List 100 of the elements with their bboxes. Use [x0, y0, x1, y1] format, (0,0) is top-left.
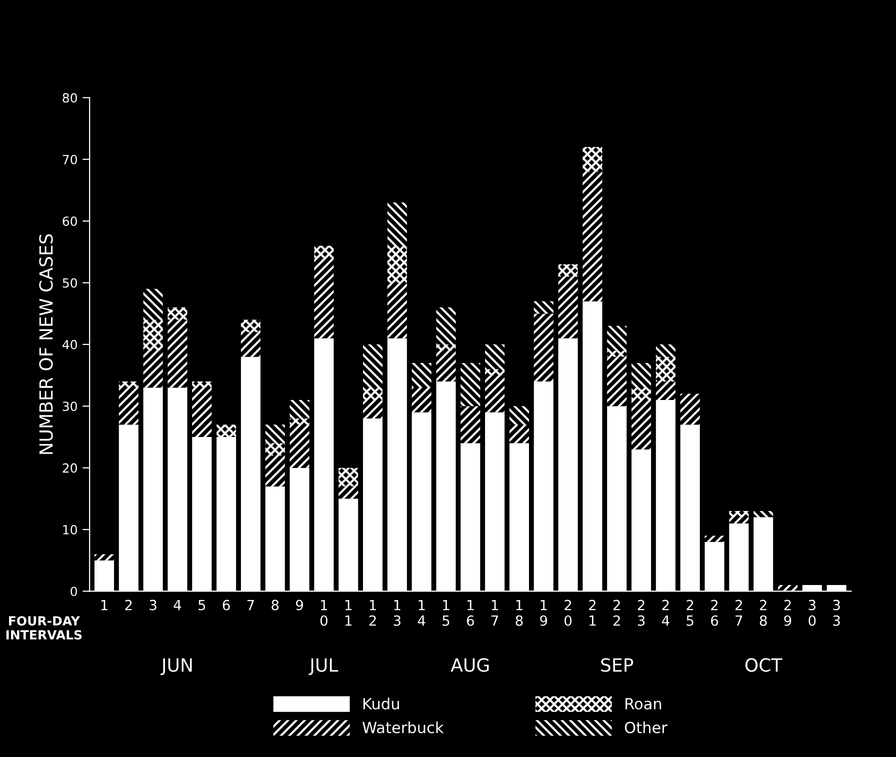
x-tick-label: 21: [589, 600, 596, 626]
bar: [240, 320, 260, 332]
bar: [387, 202, 407, 246]
bar: [118, 381, 138, 388]
bar: [387, 282, 407, 338]
bar: [118, 388, 138, 425]
x-tick-label: 17: [492, 600, 498, 626]
x-tick-label: 8: [272, 600, 279, 610]
bar: [168, 307, 188, 320]
x-tick-label: 7: [247, 600, 254, 610]
bar: [192, 388, 212, 437]
text: AUG: [450, 658, 489, 672]
bar: [240, 332, 260, 357]
legend-label: Other: [624, 721, 668, 734]
bar: [265, 424, 285, 444]
bar: [412, 362, 432, 388]
bar: [729, 517, 749, 524]
y-tick-label: 80: [62, 93, 77, 103]
bar: [509, 406, 529, 425]
bar: [143, 288, 163, 320]
bar: [290, 418, 310, 425]
x-tick-label: 30: [808, 600, 816, 626]
bar: [314, 258, 334, 338]
bar: [680, 394, 700, 425]
x-tick-label: 3: [150, 600, 156, 610]
x-tick-label: 20: [564, 600, 572, 626]
legend-label: Kudu: [363, 698, 399, 710]
bar: [558, 264, 578, 277]
x-tick-label: 16: [466, 600, 474, 626]
bar: [704, 536, 724, 542]
x-tick-label: 27: [736, 600, 742, 626]
y-tick-label: 30: [62, 402, 77, 412]
bar: [485, 375, 505, 412]
x-tick-label: 23: [638, 600, 645, 626]
bar: [656, 381, 676, 400]
y-tick-label: 60: [62, 216, 77, 226]
y-axis-title: NUMBER OF NEW CASES: [39, 234, 53, 454]
bar: [632, 362, 652, 388]
bar: [436, 344, 456, 351]
bar: [485, 369, 505, 376]
bar: [582, 172, 602, 302]
x-tick-label: 18: [516, 600, 523, 626]
x-tick-label: 25: [686, 600, 694, 626]
bar: [216, 424, 236, 437]
bar: [265, 443, 285, 456]
x-axis-title: FOUR-DAY INTERVALS: [6, 616, 82, 640]
x-tick-label: 5: [198, 600, 206, 610]
bar: [607, 326, 627, 351]
bar: [656, 356, 676, 382]
x-tick-label: 29: [784, 600, 792, 626]
bar: [362, 400, 383, 418]
bar: [460, 406, 480, 444]
x-tick-label: 1: [101, 600, 108, 610]
bar: [485, 344, 505, 370]
bar: [656, 344, 676, 357]
text: JUL: [308, 658, 338, 676]
bar: [729, 511, 749, 518]
x-tick-label: 33: [833, 600, 840, 626]
y-tick-label: 20: [62, 463, 77, 473]
x-tick-label: 4: [174, 600, 182, 610]
bar: [362, 344, 383, 388]
text: OCT: [745, 658, 782, 672]
bar: [754, 511, 774, 518]
bar: [168, 320, 188, 388]
bar: [582, 147, 602, 172]
x-tick-label: 1 2: [369, 600, 376, 626]
x-tick-label: 9: [296, 600, 303, 610]
bar: [436, 350, 456, 382]
bar: [362, 388, 383, 400]
bar: [607, 350, 627, 357]
bar: [265, 455, 285, 486]
x-tick-label: 22: [613, 600, 620, 626]
bar: [290, 424, 310, 468]
bar: [94, 554, 114, 560]
x-tick-label: 14: [418, 600, 426, 626]
x-tick-label: 19: [540, 600, 548, 626]
x-tick-label: 15: [442, 600, 450, 626]
bar: [314, 246, 334, 258]
bar: [509, 424, 529, 444]
bar: [607, 356, 627, 406]
text: JUN: [160, 658, 192, 676]
y-tick-label: 40: [62, 340, 77, 350]
bar: [290, 400, 310, 418]
bar: [143, 320, 163, 351]
bar: [338, 486, 358, 499]
x-tick-label: 2: [125, 600, 132, 610]
bar: [436, 307, 456, 344]
x-tick-label: 10: [320, 600, 328, 626]
bar: [460, 362, 480, 406]
legend-label: Waterbuck: [362, 721, 444, 734]
bar: [632, 388, 652, 400]
x-tick-label: 28: [760, 600, 767, 626]
legend-label: Roan: [626, 698, 662, 710]
x-tick-label: 26: [711, 600, 718, 626]
y-tick-label: 50: [62, 278, 77, 288]
bar: [338, 468, 358, 486]
y-tick-label: 10: [63, 524, 77, 534]
bar: [387, 246, 407, 283]
x-tick-label: 24: [662, 600, 670, 626]
bar: [534, 314, 554, 382]
